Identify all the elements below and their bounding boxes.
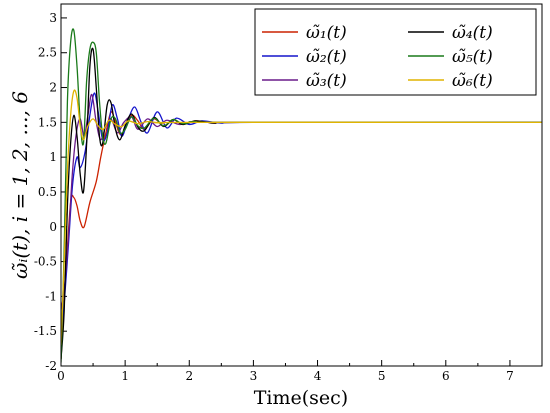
- series-line-1: [61, 111, 542, 360]
- axis-ticks: 0 1 2 3 4 5 6 7 -2 -1.5 -1 -0.5 0 0.5 1 1.5 2 2.5 3: [34, 11, 514, 383]
- x-tick-label-3: 3: [250, 369, 258, 383]
- x-tick-label-2: 2: [185, 369, 193, 383]
- legend-label-1: ω̃₁(t): [306, 23, 347, 43]
- x-tick-label-1: 1: [121, 369, 129, 383]
- series-lines: [61, 28, 542, 363]
- y-axis-label: ω̃ᵢ(t), i = 1, 2, ..., 6: [8, 91, 32, 279]
- legend-label-2: ω̃₂(t): [306, 47, 347, 67]
- y-tick-label-1: -1.5: [34, 324, 57, 338]
- plot-frame: [60, 3, 543, 367]
- y-tick-label-2: -1: [45, 289, 57, 303]
- y-tick-label-8: 2: [49, 81, 57, 95]
- series-line-2: [61, 92, 542, 339]
- y-tick-label-10: 3: [49, 11, 57, 25]
- x-tick-label-7: 7: [506, 369, 514, 383]
- x-tick-label-4: 4: [314, 369, 322, 383]
- legend-label-3: ω̃₃(t): [306, 71, 347, 91]
- y-tick-label-5: 0.5: [38, 185, 57, 199]
- y-tick-label-0: -2: [45, 359, 57, 373]
- x-tick-label-6: 6: [442, 369, 450, 383]
- legend-label-6: ω̃₆(t): [452, 71, 493, 91]
- series-line-5: [61, 28, 542, 363]
- y-tick-label-7: 1.5: [38, 115, 57, 129]
- series-line-4: [61, 47, 542, 360]
- series-line-3: [61, 93, 542, 311]
- x-tick-label-0: 0: [57, 369, 65, 383]
- legend: ω̃₁(t) ω̃₂(t) ω̃₃(t) ω̃₄(t) ω̃₅(t) ω̃₆(t): [254, 8, 537, 96]
- series-line-6: [61, 89, 542, 346]
- x-tick-label-5: 5: [378, 369, 386, 383]
- y-tick-label-9: 2.5: [38, 46, 57, 60]
- x-axis-label: Time(sec): [254, 387, 348, 409]
- y-tick-label-3: -0.5: [34, 255, 57, 269]
- legend-label-5: ω̃₅(t): [452, 47, 493, 67]
- y-tick-label-6: 1: [49, 150, 57, 164]
- legend-label-4: ω̃₄(t): [452, 23, 493, 43]
- legend-box: [254, 8, 537, 96]
- y-tick-label-4: 0: [49, 220, 57, 234]
